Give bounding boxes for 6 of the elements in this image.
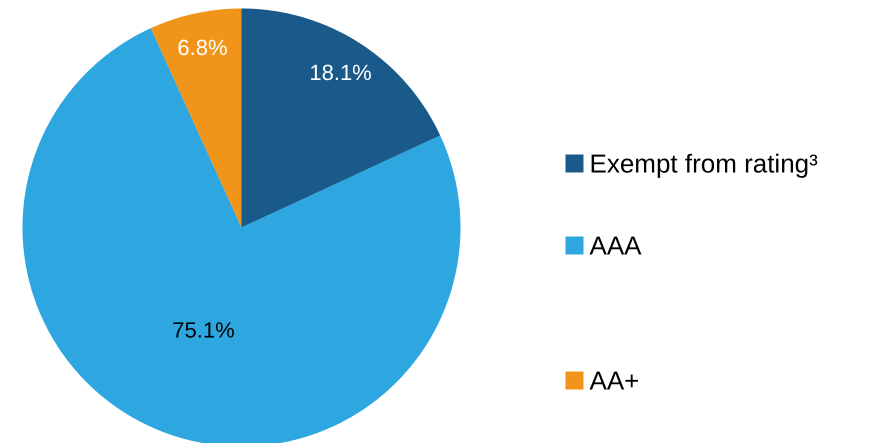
legend-label: AAA (590, 230, 642, 260)
data-label: 6.8% (177, 35, 228, 60)
legend-label: Exempt from rating³ (590, 148, 818, 178)
data-label: 18.1% (309, 60, 372, 85)
data-label: 75.1% (172, 318, 235, 343)
legend-label: AA+ (590, 366, 640, 396)
